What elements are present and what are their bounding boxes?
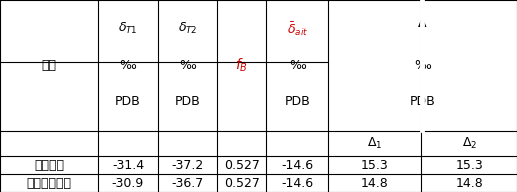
Text: -14.6: -14.6	[281, 177, 313, 190]
Text: PDB: PDB	[410, 95, 435, 108]
Text: -31.4: -31.4	[112, 159, 144, 172]
Text: $f_B$: $f_B$	[235, 57, 248, 74]
Text: $\bar{\delta}_{ait}$: $\bar{\delta}_{ait}$	[286, 20, 308, 37]
Text: ‰: ‰	[289, 59, 306, 72]
Text: 0.527: 0.527	[224, 159, 260, 172]
Text: 15.3: 15.3	[455, 159, 483, 172]
Text: PDB: PDB	[175, 95, 200, 108]
Text: ‰: ‰	[179, 59, 196, 72]
Text: -37.2: -37.2	[171, 159, 204, 172]
Text: PDB: PDB	[284, 95, 310, 108]
Text: $\Delta_2$: $\Delta_2$	[462, 136, 477, 151]
Text: 15.3: 15.3	[361, 159, 389, 172]
Text: 14.8: 14.8	[455, 177, 483, 190]
Text: -36.7: -36.7	[171, 177, 204, 190]
Text: $\delta_{T1}$: $\delta_{T1}$	[118, 21, 138, 36]
Text: 14.8: 14.8	[361, 177, 389, 190]
Polygon shape	[421, 0, 423, 131]
Text: $\Delta_1$: $\Delta_1$	[367, 136, 383, 151]
Text: $\delta_{T2}$: $\delta_{T2}$	[178, 21, 197, 36]
Text: $\Delta$: $\Delta$	[417, 17, 428, 30]
Text: 种类: 种类	[41, 59, 57, 72]
Text: PDB: PDB	[115, 95, 141, 108]
Text: 蛋白核小球藻: 蛋白核小球藻	[26, 177, 72, 190]
Text: 莱茉衣藻: 莱茉衣藻	[34, 159, 64, 172]
Text: -30.9: -30.9	[112, 177, 144, 190]
Text: ‰: ‰	[414, 59, 431, 72]
Text: -14.6: -14.6	[281, 159, 313, 172]
Text: ‰: ‰	[119, 59, 136, 72]
Text: 0.527: 0.527	[224, 177, 260, 190]
